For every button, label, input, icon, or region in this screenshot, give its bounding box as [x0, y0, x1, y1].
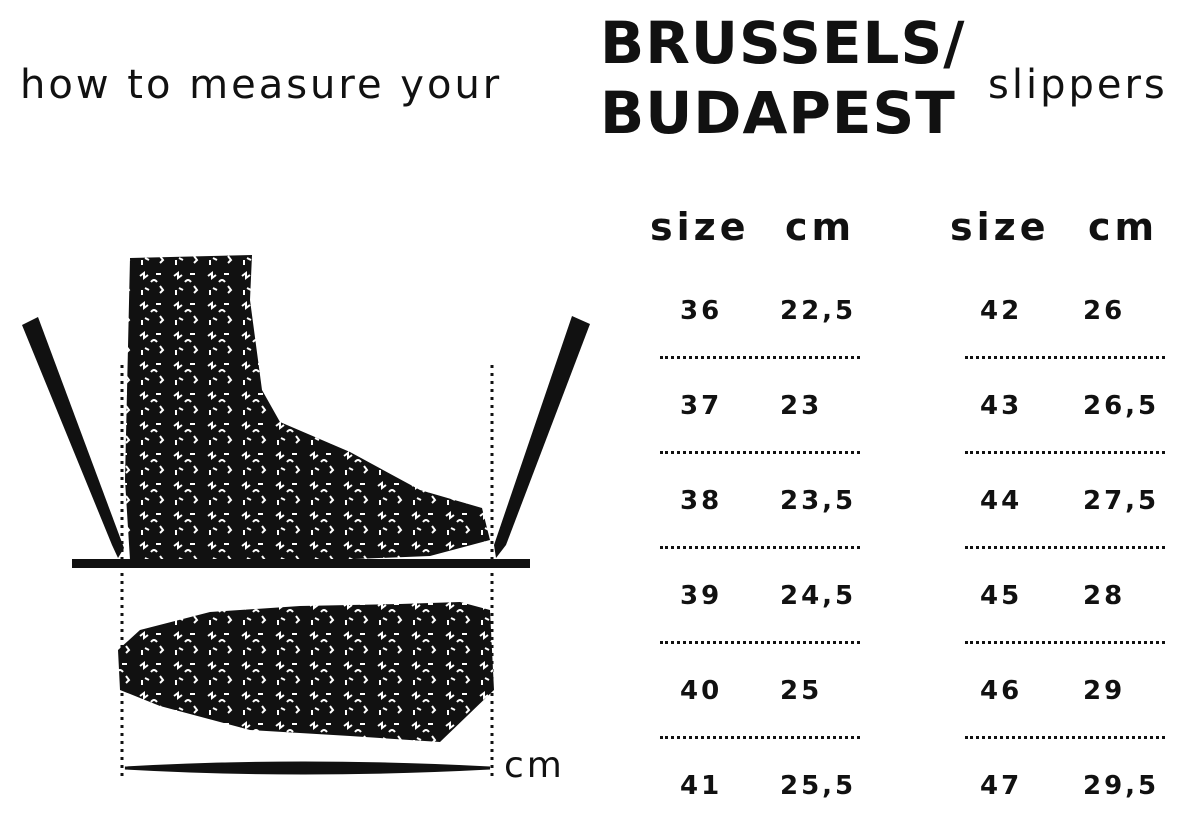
- size-value: 36: [680, 296, 723, 326]
- row-divider: [660, 356, 860, 359]
- size-value: 44: [980, 486, 1023, 516]
- row-divider: [965, 546, 1165, 549]
- model-name: BRUSSELS/ BUDAPEST: [600, 8, 965, 148]
- size-value: 42: [980, 296, 1023, 326]
- model-name-line-1: BRUSSELS/: [600, 9, 966, 77]
- foot-side-view: [125, 255, 490, 560]
- size-value: 47: [980, 771, 1023, 801]
- size-value: 45: [980, 581, 1023, 611]
- row-divider: [965, 736, 1165, 739]
- size-value: 46: [980, 676, 1023, 706]
- left-pencil-icon: [22, 317, 124, 558]
- cm-value: 26: [1083, 296, 1126, 326]
- size-header: size: [950, 205, 1050, 249]
- row-divider: [965, 451, 1165, 454]
- cm-header: cm: [785, 205, 856, 249]
- cm-value: 25: [780, 676, 823, 706]
- cm-value: 29,5: [1083, 771, 1160, 801]
- length-measure-bar: [124, 761, 491, 775]
- measure-unit-label: cm: [504, 745, 565, 786]
- row-divider: [660, 641, 860, 644]
- size-value: 41: [680, 771, 723, 801]
- cm-value: 27,5: [1083, 486, 1160, 516]
- cm-value: 25,5: [780, 771, 857, 801]
- row-divider: [965, 641, 1165, 644]
- foot-top-view: [118, 602, 494, 742]
- foot-measure-illustration: [22, 255, 590, 778]
- row-divider: [660, 736, 860, 739]
- model-name-line-2: BUDAPEST: [600, 79, 956, 147]
- size-value: 39: [680, 581, 723, 611]
- row-divider: [660, 546, 860, 549]
- title-prefix: how to measure your: [20, 62, 503, 108]
- size-value: 37: [680, 391, 723, 421]
- cm-value: 29: [1083, 676, 1126, 706]
- floor-line: [72, 559, 530, 568]
- title-suffix: slippers: [988, 62, 1168, 108]
- row-divider: [660, 451, 860, 454]
- cm-value: 22,5: [780, 296, 857, 326]
- cm-value: 23,5: [780, 486, 857, 516]
- row-divider: [965, 356, 1165, 359]
- cm-value: 24,5: [780, 581, 857, 611]
- cm-header: cm: [1088, 205, 1159, 249]
- size-value: 43: [980, 391, 1023, 421]
- cm-value: 26,5: [1083, 391, 1160, 421]
- cm-value: 23: [780, 391, 823, 421]
- cm-value: 28: [1083, 581, 1126, 611]
- size-value: 38: [680, 486, 723, 516]
- size-header: size: [650, 205, 750, 249]
- right-pencil-icon: [494, 316, 590, 558]
- size-value: 40: [680, 676, 723, 706]
